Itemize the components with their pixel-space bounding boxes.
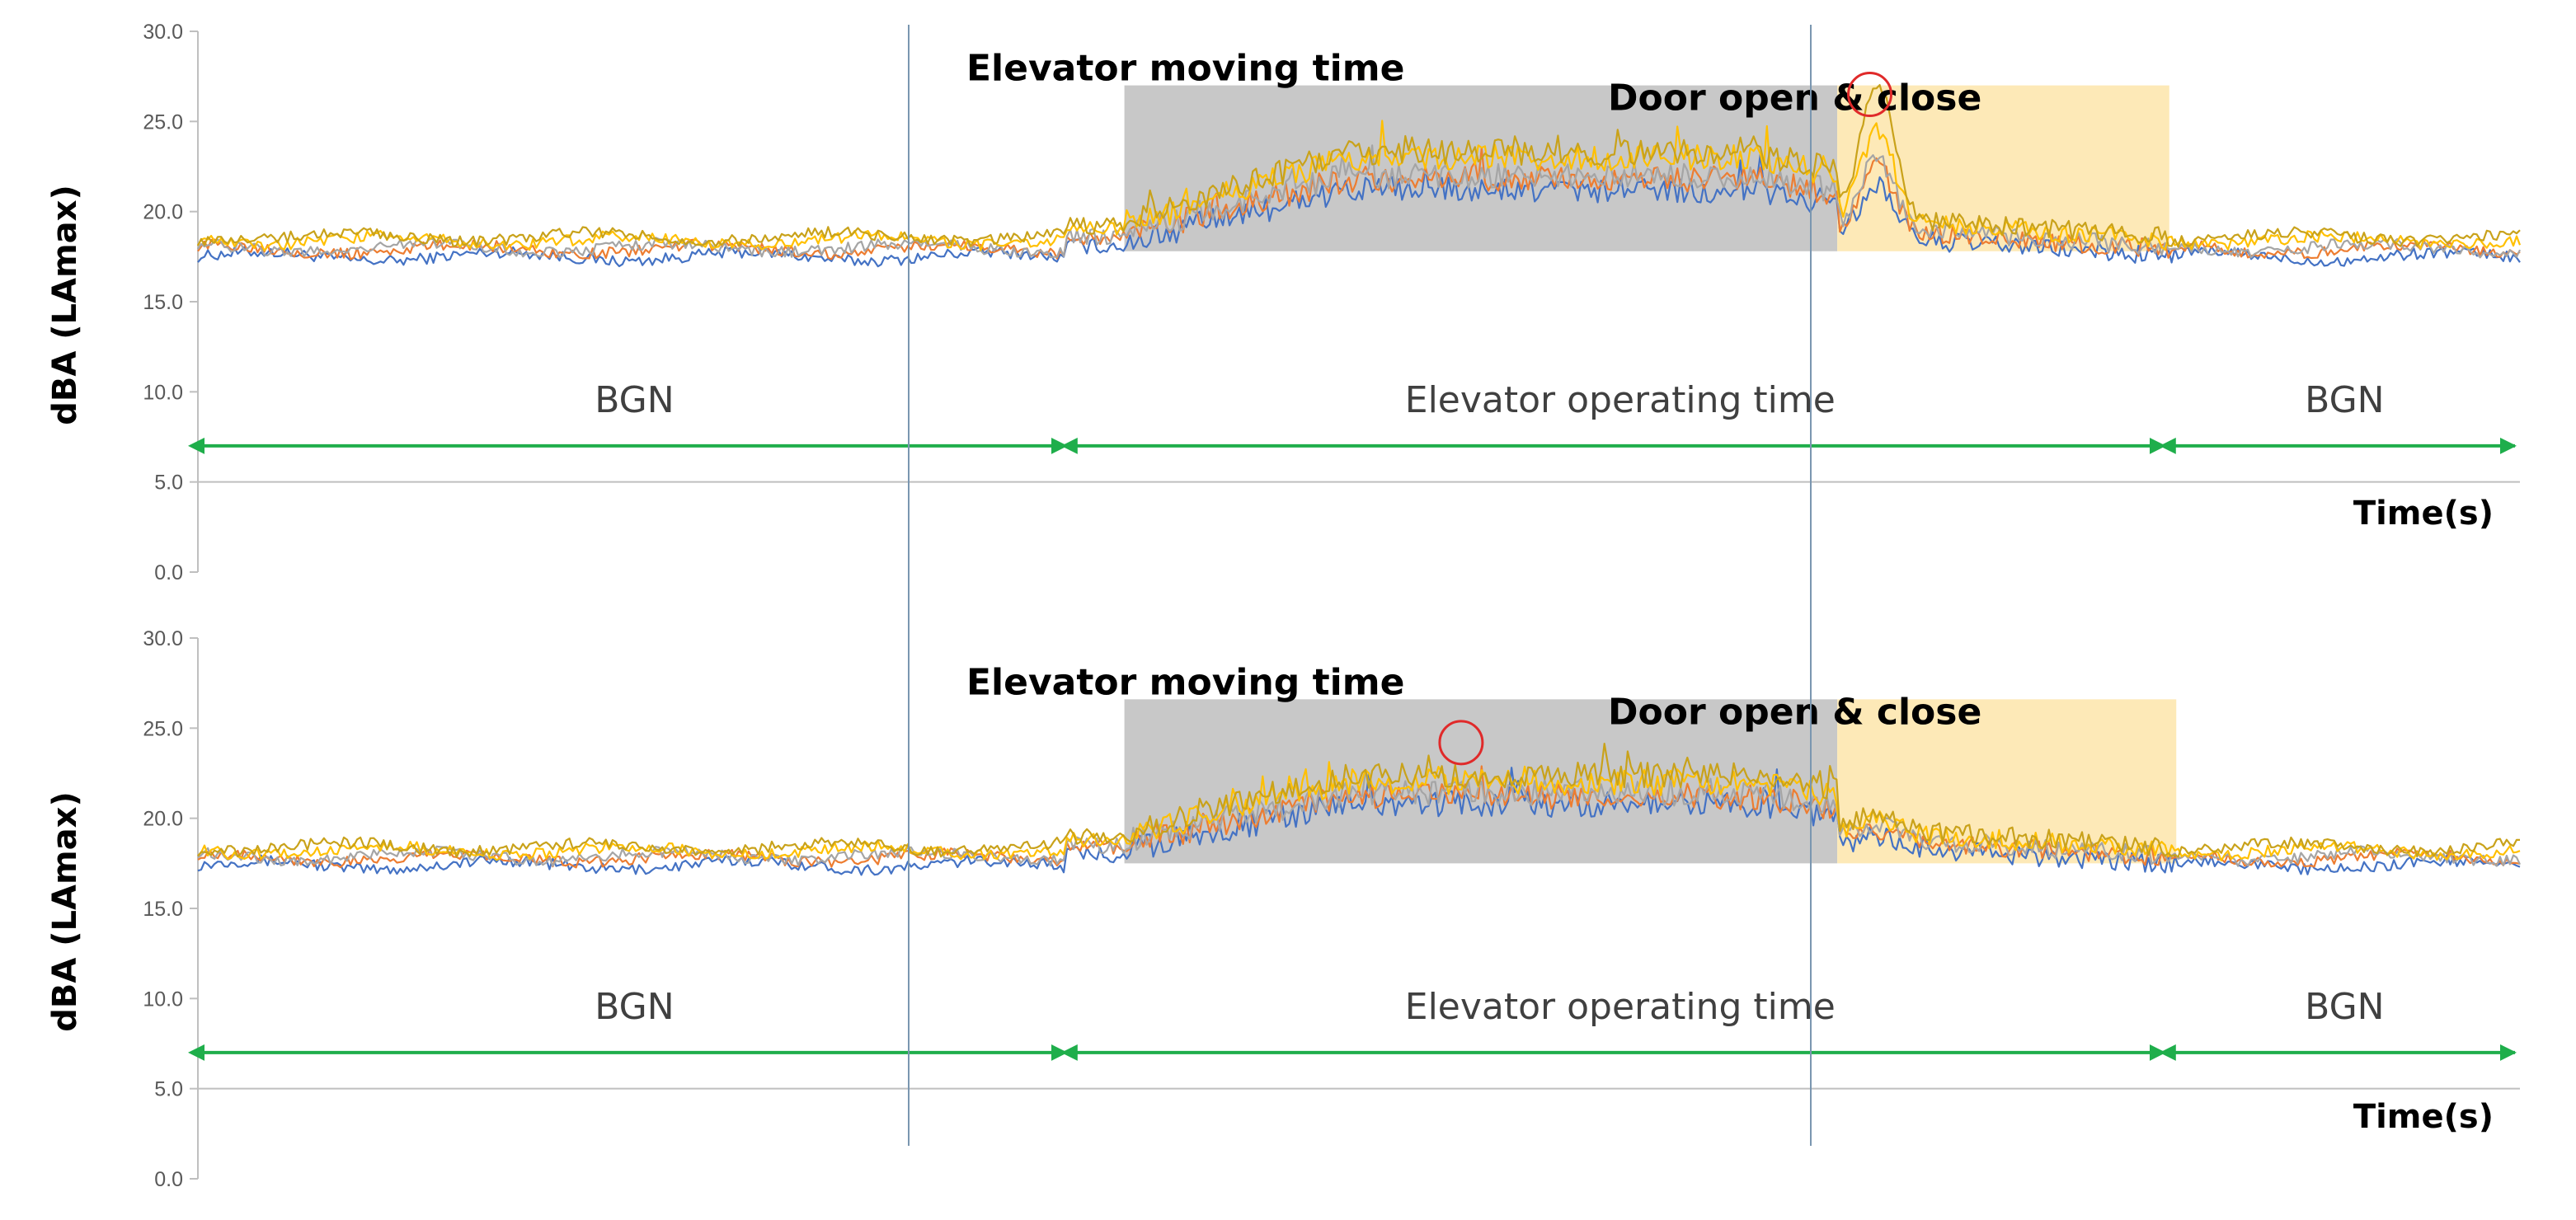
bgn-label: BGN: [2305, 379, 2384, 421]
elevator-operating-time-label: Elevator operating time: [1405, 379, 1836, 421]
series-line-3: [197, 144, 2521, 259]
chart-panel-1: 0.0 5.0 10.0 15.0 20.0 25.0 30.0 dBA (LAmax) Tim…: [46, 21, 2522, 584]
y-tick-label: 5.0: [154, 1078, 183, 1101]
y-tick-label: 25.0: [143, 110, 183, 134]
peak-highlight-circle: [1847, 72, 1893, 118]
y-tick-label: 25.0: [143, 717, 183, 740]
y-tick-label: 30.0: [143, 21, 183, 44]
y-axis-label: dBA (LAmax): [46, 185, 84, 425]
elevator-moving-time-label: Elevator moving time: [966, 661, 1404, 703]
y-tick-label: 10.0: [143, 988, 183, 1011]
elevator-moving-time-label: Elevator moving time: [966, 48, 1404, 90]
door-open-close-region: [1837, 85, 2169, 251]
series-line-4: [197, 761, 2521, 862]
y-tick-label: 15.0: [143, 898, 183, 921]
bgn-label: BGN: [2305, 986, 2384, 1028]
x-axis-label: Time(s): [2353, 495, 2494, 533]
x-axis-label: Time(s): [2353, 1098, 2494, 1136]
y-tick-label: 5.0: [154, 472, 183, 495]
series-line-4: [197, 120, 2522, 252]
y-tick-label: 0.0: [154, 1168, 183, 1191]
y-axis-label: dBA (LAmax): [46, 791, 84, 1031]
series-line-5: [197, 742, 2521, 858]
series-line-5: [197, 83, 2521, 248]
y-tick-label: 30.0: [143, 627, 183, 650]
bgn-label: BGN: [595, 986, 674, 1028]
y-tick-label: 0.0: [154, 561, 183, 584]
y-tick-label: 10.0: [143, 381, 183, 404]
series-line-1: [197, 153, 2521, 268]
bgn-label: BGN: [595, 379, 674, 421]
elevator-operating-time-label: Elevator operating time: [1405, 986, 1836, 1028]
door-open-close-label: Door open & close: [1608, 691, 1981, 733]
y-tick-label: 20.0: [143, 201, 183, 224]
y-tick-label: 15.0: [143, 291, 183, 314]
series-line-3: [197, 769, 2521, 867]
chart-panel-2: 0.0 5.0 10.0 15.0 20.0 25.0 30.0 dBA (LAmax) Tim…: [46, 627, 2521, 1191]
door-open-close-label: Door open & close: [1608, 77, 1981, 120]
peak-highlight-circle: [1438, 720, 1484, 766]
y-tick-label: 20.0: [143, 808, 183, 831]
